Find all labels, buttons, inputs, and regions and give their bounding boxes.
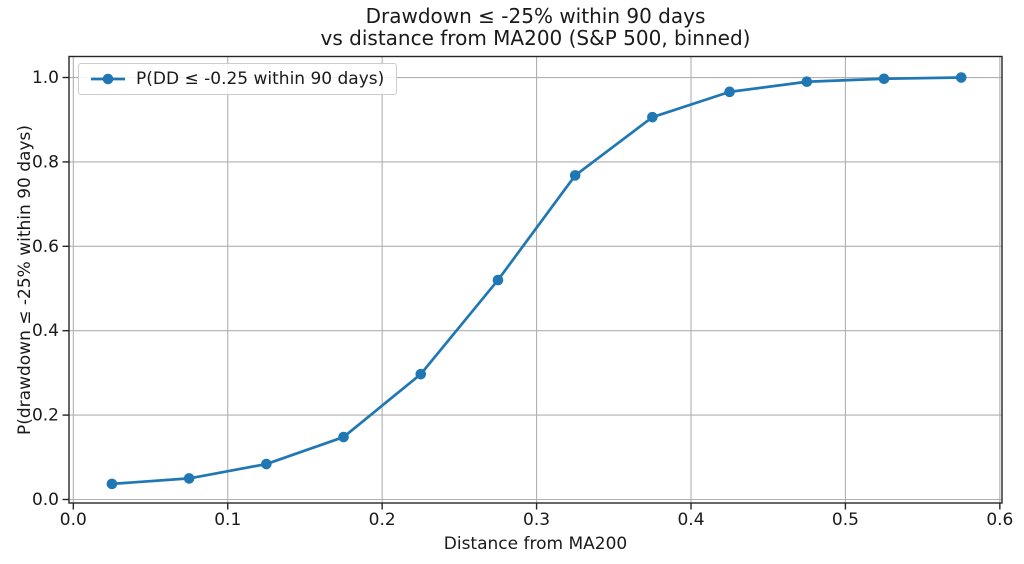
x-tick-label: 0.4 bbox=[677, 510, 704, 530]
data-point-marker bbox=[492, 274, 504, 286]
legend-dot-sample bbox=[102, 73, 114, 85]
y-tick-label: 0.2 bbox=[32, 406, 59, 426]
x-tick-label: 0.5 bbox=[832, 510, 859, 530]
y-tick-label: 0.4 bbox=[32, 321, 59, 341]
data-point-marker bbox=[724, 86, 735, 98]
x-tick-label: 0.2 bbox=[369, 510, 396, 530]
y-tick-label: 1.0 bbox=[32, 68, 59, 88]
y-tick-label: 0.8 bbox=[32, 152, 59, 172]
data-point-marker bbox=[801, 76, 813, 88]
x-tick-label: 0.0 bbox=[60, 510, 87, 530]
x-tick-label: 0.3 bbox=[523, 510, 550, 530]
legend-line-marker-icon bbox=[91, 73, 125, 85]
x-axis-label: Distance from MA200 bbox=[443, 534, 628, 554]
x-tick-label: 0.6 bbox=[986, 510, 1013, 530]
x-tick-label: 0.1 bbox=[214, 510, 241, 530]
axes-spines bbox=[68, 55, 1003, 504]
data-point-marker bbox=[569, 170, 581, 181]
legend-label: P(DD ≤ -0.25 within 90 days) bbox=[136, 69, 385, 89]
data-point-marker bbox=[647, 111, 658, 123]
data-point-marker bbox=[183, 473, 195, 484]
data-point-marker bbox=[106, 478, 118, 490]
data-point-marker bbox=[955, 72, 967, 83]
y-tick-label: 0.0 bbox=[32, 490, 59, 510]
chart-title-line1: Drawdown ≤ -25% within 90 days bbox=[365, 4, 706, 28]
chart-title-line2: vs distance from MA200 (S&P 500, binned) bbox=[320, 26, 751, 50]
y-axis-label: P(drawdown ≤ -25% within 90 days) bbox=[15, 125, 35, 435]
chart-title: Drawdown ≤ -25% within 90 days vs distan… bbox=[69, 5, 1002, 49]
data-line bbox=[110, 76, 963, 486]
y-tick-label: 0.6 bbox=[32, 237, 59, 257]
legend-box: P(DD ≤ -0.25 within 90 days) bbox=[78, 63, 398, 95]
data-point-marker bbox=[261, 458, 272, 470]
data-point-marker bbox=[338, 431, 349, 443]
data-point-marker bbox=[415, 368, 427, 380]
data-point-marker bbox=[878, 73, 890, 85]
